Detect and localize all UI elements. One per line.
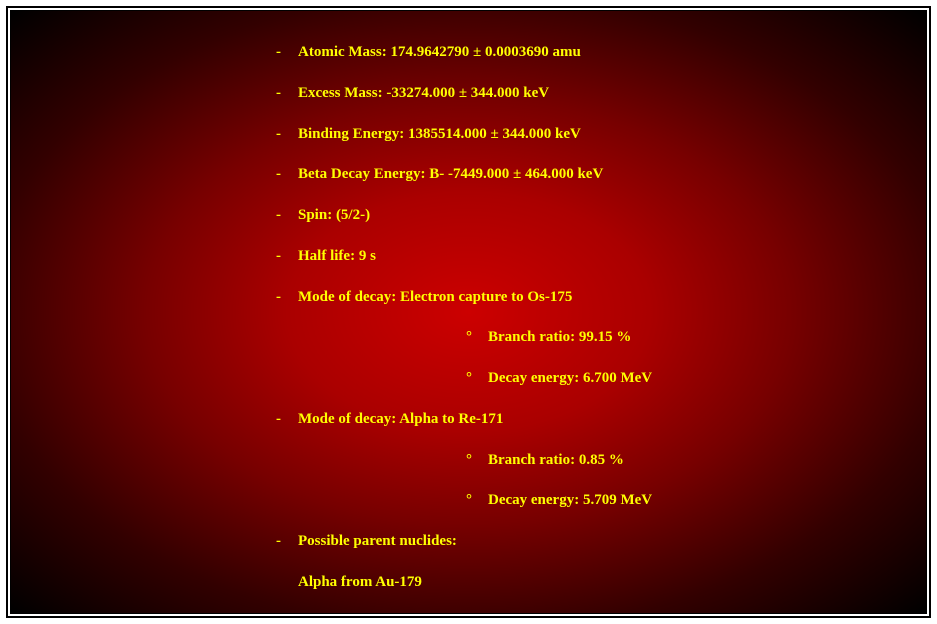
item-text: Mode of decay: Alpha to Re-171 bbox=[298, 410, 503, 429]
parent-nuclide-text: Alpha from Au-179 bbox=[298, 573, 906, 592]
sub-text: Decay energy: 6.700 MeV bbox=[488, 369, 652, 388]
item-text: Possible parent nuclides: bbox=[298, 532, 457, 551]
list-item: - Mode of decay: Alpha to Re-171 bbox=[276, 410, 906, 429]
bullet-degree: ° bbox=[466, 491, 488, 510]
bullet-degree: ° bbox=[466, 328, 488, 347]
bullet-degree: ° bbox=[466, 451, 488, 470]
list-item: - Binding Energy: 1385514.000 ± 344.000 … bbox=[276, 125, 906, 144]
sub-text: Decay energy: 5.709 MeV bbox=[488, 491, 652, 510]
nuclide-data-list: - Atomic Mass: 174.9642790 ± 0.0003690 a… bbox=[276, 43, 906, 592]
sub-text: Branch ratio: 0.85 % bbox=[488, 451, 624, 470]
item-text: Atomic Mass: 174.9642790 ± 0.0003690 amu bbox=[298, 43, 581, 62]
outer-border: - Atomic Mass: 174.9642790 ± 0.0003690 a… bbox=[6, 6, 931, 618]
item-text: Mode of decay: Electron capture to Os-17… bbox=[298, 288, 572, 307]
content-panel: - Atomic Mass: 174.9642790 ± 0.0003690 a… bbox=[10, 10, 927, 614]
bullet-dash: - bbox=[276, 125, 298, 144]
bullet-dash: - bbox=[276, 410, 298, 429]
item-text: Spin: (5/2-) bbox=[298, 206, 370, 225]
item-text: Half life: 9 s bbox=[298, 247, 376, 266]
page-outer: - Atomic Mass: 174.9642790 ± 0.0003690 a… bbox=[0, 0, 937, 624]
bullet-dash: - bbox=[276, 247, 298, 266]
item-text: Binding Energy: 1385514.000 ± 344.000 ke… bbox=[298, 125, 581, 144]
sub-text: Branch ratio: 99.15 % bbox=[488, 328, 631, 347]
list-item: - Atomic Mass: 174.9642790 ± 0.0003690 a… bbox=[276, 43, 906, 62]
list-item: - Half life: 9 s bbox=[276, 247, 906, 266]
item-text: Alpha from Au-179 bbox=[298, 574, 422, 590]
bullet-degree: ° bbox=[466, 369, 488, 388]
list-item: - Mode of decay: Electron capture to Os-… bbox=[276, 288, 906, 307]
bullet-dash: - bbox=[276, 165, 298, 184]
list-item: - Spin: (5/2-) bbox=[276, 206, 906, 225]
item-text: Beta Decay Energy: B- -7449.000 ± 464.00… bbox=[298, 165, 603, 184]
sub-item: ° Decay energy: 5.709 MeV bbox=[466, 491, 906, 510]
bullet-dash: - bbox=[276, 206, 298, 225]
bullet-dash: - bbox=[276, 532, 298, 551]
bullet-dash: - bbox=[276, 288, 298, 307]
sub-item: ° Branch ratio: 99.15 % bbox=[466, 328, 906, 347]
sub-item: ° Decay energy: 6.700 MeV bbox=[466, 369, 906, 388]
bullet-dash: - bbox=[276, 43, 298, 62]
bullet-dash: - bbox=[276, 84, 298, 103]
item-text: Excess Mass: -33274.000 ± 344.000 keV bbox=[298, 84, 549, 103]
list-item: - Excess Mass: -33274.000 ± 344.000 keV bbox=[276, 84, 906, 103]
sub-item: ° Branch ratio: 0.85 % bbox=[466, 451, 906, 470]
list-item: - Possible parent nuclides: bbox=[276, 532, 906, 551]
list-item: - Beta Decay Energy: B- -7449.000 ± 464.… bbox=[276, 165, 906, 184]
